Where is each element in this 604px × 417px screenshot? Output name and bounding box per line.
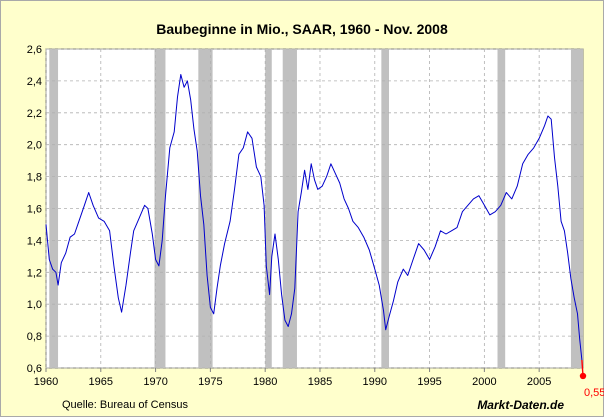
chart-title: Baubeginne in Mio., SAAR, 1960 - Nov. 20… [156, 21, 448, 37]
y-tick-label: 0,6 [27, 363, 42, 375]
source-note: Quelle: Bureau of Census [62, 399, 188, 411]
y-tick-label: 1,4 [27, 235, 42, 247]
x-tick-label: 1975 [198, 376, 222, 388]
y-tick-label: 2,0 [27, 140, 42, 152]
x-axis: 1960 1965 1970 1975 1980 1985 1990 1995 2000 2005 [34, 368, 551, 388]
brand-label: Markt-Daten.de [477, 398, 564, 412]
x-tick-label: 1990 [363, 376, 387, 388]
x-tick-label: 1965 [89, 376, 113, 388]
x-tick-label: 1995 [417, 376, 441, 388]
gridlines [45, 48, 583, 369]
y-tick-label: 2,2 [27, 108, 42, 120]
y-tick-label: 1,6 [27, 204, 42, 216]
y-tick-label: 1,2 [27, 267, 42, 279]
x-tick-label: 1970 [143, 376, 167, 388]
housing-starts-line [45, 74, 583, 361]
plot-area [45, 48, 584, 369]
y-tick-label: 1,0 [27, 299, 42, 311]
y-tick-label: 2,4 [27, 76, 42, 88]
x-tick-label: 2005 [527, 376, 551, 388]
y-tick-label: 0,8 [27, 331, 42, 343]
x-tick-label: 1985 [308, 376, 332, 388]
x-tick-label: 1980 [253, 376, 277, 388]
y-tick-label: 1,8 [27, 172, 42, 184]
x-tick-label: 2000 [472, 376, 496, 388]
y-axis: 0,6 0,8 1,0 1,2 1,4 1,6 1,8 2,0 2,2 2,4 2,6 [27, 44, 42, 375]
annotation-layer: 0,55 [579, 372, 604, 399]
latest-value-marker [579, 372, 587, 380]
recession-band [381, 49, 390, 368]
recession-band [282, 49, 297, 368]
recession-band [497, 49, 506, 368]
y-tick-label: 2,6 [27, 44, 42, 56]
x-tick-label: 1960 [34, 376, 58, 388]
recession-band [154, 49, 166, 368]
latest-value-label: 0,55 [584, 387, 604, 399]
recession-band [198, 49, 213, 368]
